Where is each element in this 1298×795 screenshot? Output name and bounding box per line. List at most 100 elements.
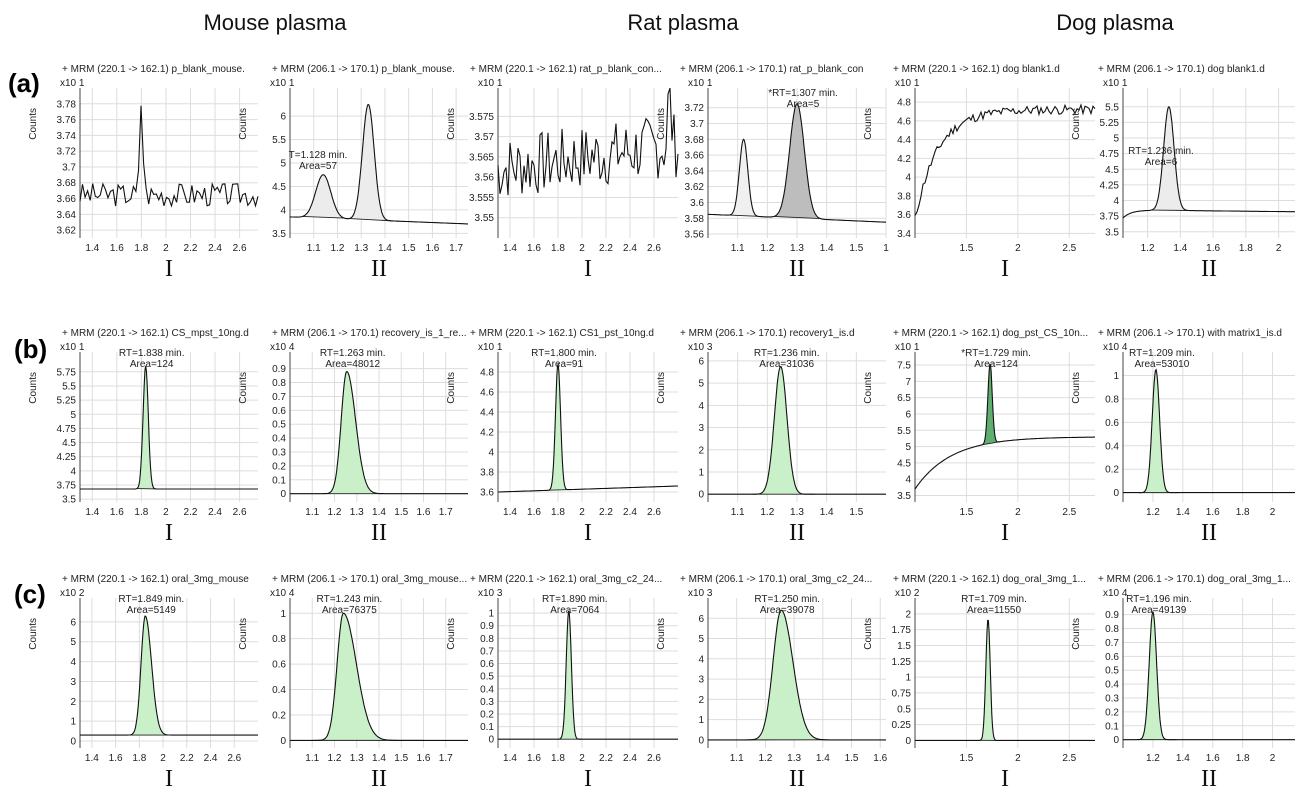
chromatogram-trace	[80, 615, 258, 736]
x-tick-label: 1.4	[85, 753, 99, 764]
y-tick-label: 3.575	[469, 112, 494, 123]
y-tick-label: 1	[488, 609, 494, 620]
y-axis-label: Counts	[863, 372, 874, 404]
row-label-b: (b)	[14, 334, 47, 364]
y-tick-label: 3.4	[897, 229, 911, 240]
x-tick-label: 1.3	[350, 507, 364, 518]
x-tick-label: 1.8	[1236, 507, 1250, 518]
y-tick-label: 3.62	[685, 182, 705, 193]
y-multiplier: x10 2	[895, 588, 920, 599]
peak-area-label: Area=53010	[1135, 359, 1190, 370]
x-tick-label: 1.4	[372, 507, 386, 518]
x-tick-label: 1.4	[85, 507, 99, 518]
x-tick-label: 2.2	[599, 507, 613, 518]
peak-baseline	[981, 441, 1001, 446]
y-tick-label: 4.6	[480, 388, 494, 399]
panel-roman-label: II	[371, 766, 387, 792]
chromatogram-panel: + MRM (220.1 -> 162.1) CS_mpst_10ng.d x10…	[28, 328, 258, 546]
y-tick-label: 2	[70, 697, 76, 708]
chromatogram-panel: + MRM (220.1 -> 162.1) CS1_pst_10ng.d x10…	[446, 328, 678, 546]
retention-time-label: RT=1.263 min.	[320, 348, 386, 359]
panel-header: + MRM (206.1 -> 170.1) p_blank_mouse.	[272, 64, 455, 75]
y-tick-label: 3	[698, 675, 704, 686]
y-tick-label: 3.5	[1105, 227, 1119, 238]
column-title-rat: Rat plasma	[627, 10, 739, 35]
y-tick-label: 0.1	[480, 722, 494, 733]
y-tick-label: 0.6	[272, 660, 286, 671]
chromatogram-trace	[1122, 106, 1296, 219]
y-tick-label: 4.4	[897, 135, 911, 146]
x-tick-label: 1.6	[1206, 507, 1220, 518]
column-title-dog: Dog plasma	[1056, 10, 1174, 35]
y-multiplier: x10 1	[478, 78, 503, 89]
panel-header: + MRM (220.1 -> 162.1) rat_p_blank_con..…	[470, 64, 662, 75]
x-tick-label: 2.6	[647, 507, 661, 518]
y-tick-label: 3.8	[897, 191, 911, 202]
y-tick-label: 1.25	[892, 657, 912, 668]
panel-header: + MRM (206.1 -> 170.1) oral_3mg_c2_24...	[680, 574, 872, 585]
y-tick-label: 4.75	[1100, 149, 1120, 160]
peak-area-label: Area=124	[130, 359, 174, 370]
x-tick-label: 2.2	[599, 243, 613, 254]
peak-area	[1138, 369, 1180, 493]
y-tick-label: 3	[70, 677, 76, 688]
y-tick-label: 3.6	[690, 198, 704, 209]
retention-time-label: RT=1.250 min.	[754, 594, 820, 605]
x-tick-label: 2	[1270, 507, 1276, 518]
y-tick-label: 0.6	[480, 659, 494, 670]
y-tick-label: 4	[70, 466, 76, 477]
y-tick-label: 4	[698, 401, 704, 412]
y-tick-label: 6	[70, 617, 76, 628]
peak-area	[729, 139, 758, 217]
y-tick-label: 5	[280, 159, 286, 170]
retention-time-label: T=1.128 min.	[289, 150, 348, 161]
y-tick-label: 6	[280, 112, 286, 123]
y-tick-label: 7.5	[897, 361, 911, 372]
x-tick-label: 1.6	[425, 243, 439, 254]
x-tick-label: 2.4	[623, 507, 637, 518]
chromatogram-panel: + MRM (206.1 -> 170.1) rat_p_blank_con x1…	[656, 64, 889, 282]
panel-roman-label: I	[584, 256, 592, 282]
retention-time-label: RT=1.236 min.	[754, 348, 820, 359]
y-tick-label: 4.6	[897, 116, 911, 127]
y-tick-label: 3.6	[897, 210, 911, 221]
retention-time-label: RT=1.838 min.	[119, 348, 185, 359]
x-tick-label: 1.5	[959, 243, 973, 254]
peak-area	[127, 616, 175, 736]
y-tick-label: 0.2	[272, 710, 286, 721]
y-tick-label: 3.5	[897, 491, 911, 502]
x-tick-label: 1.4	[820, 507, 834, 518]
peak-baseline	[729, 214, 758, 217]
peak-area	[745, 610, 829, 740]
peak-area-label: Area=5149	[127, 605, 177, 616]
x-tick-label: 1.2	[760, 243, 774, 254]
x-tick-label: 1.5	[849, 507, 863, 518]
y-multiplier: x10 1	[895, 342, 920, 353]
x-tick-label: 1.2	[758, 753, 772, 764]
y-axis-label: Counts	[656, 618, 667, 650]
panels: + MRM (220.1 -> 162.1) p_blank_mouse. x10…	[28, 64, 1296, 792]
chromatogram-trace	[80, 366, 258, 490]
x-tick-label: 2	[1015, 243, 1021, 254]
y-tick-label: 0.7	[1105, 638, 1119, 649]
y-multiplier: x10 4	[1103, 588, 1128, 599]
y-tick-label: 0.5	[897, 704, 911, 715]
chromatogram-trace	[79, 105, 259, 208]
y-tick-label: 3.64	[57, 210, 77, 221]
y-tick-label: 2	[905, 609, 911, 620]
x-tick-label: 2.4	[623, 243, 637, 254]
y-tick-label: 4.8	[897, 98, 911, 109]
x-tick-label: 1.4	[372, 753, 386, 764]
x-tick-label: 1.4	[503, 753, 517, 764]
retention-time-label: RT=1.196 min.	[1126, 594, 1192, 605]
y-tick-label: 0.75	[892, 688, 912, 699]
panel-roman-label: I	[165, 766, 173, 792]
y-tick-label: 0.8	[272, 634, 286, 645]
peak-area-label: Area=76375	[322, 605, 377, 616]
y-tick-label: 5.75	[57, 367, 77, 378]
x-tick-label: 2.6	[233, 507, 247, 518]
y-tick-label: 3.555	[469, 193, 494, 204]
y-tick-label: 5.25	[57, 396, 77, 407]
y-tick-label: 0	[488, 735, 494, 746]
